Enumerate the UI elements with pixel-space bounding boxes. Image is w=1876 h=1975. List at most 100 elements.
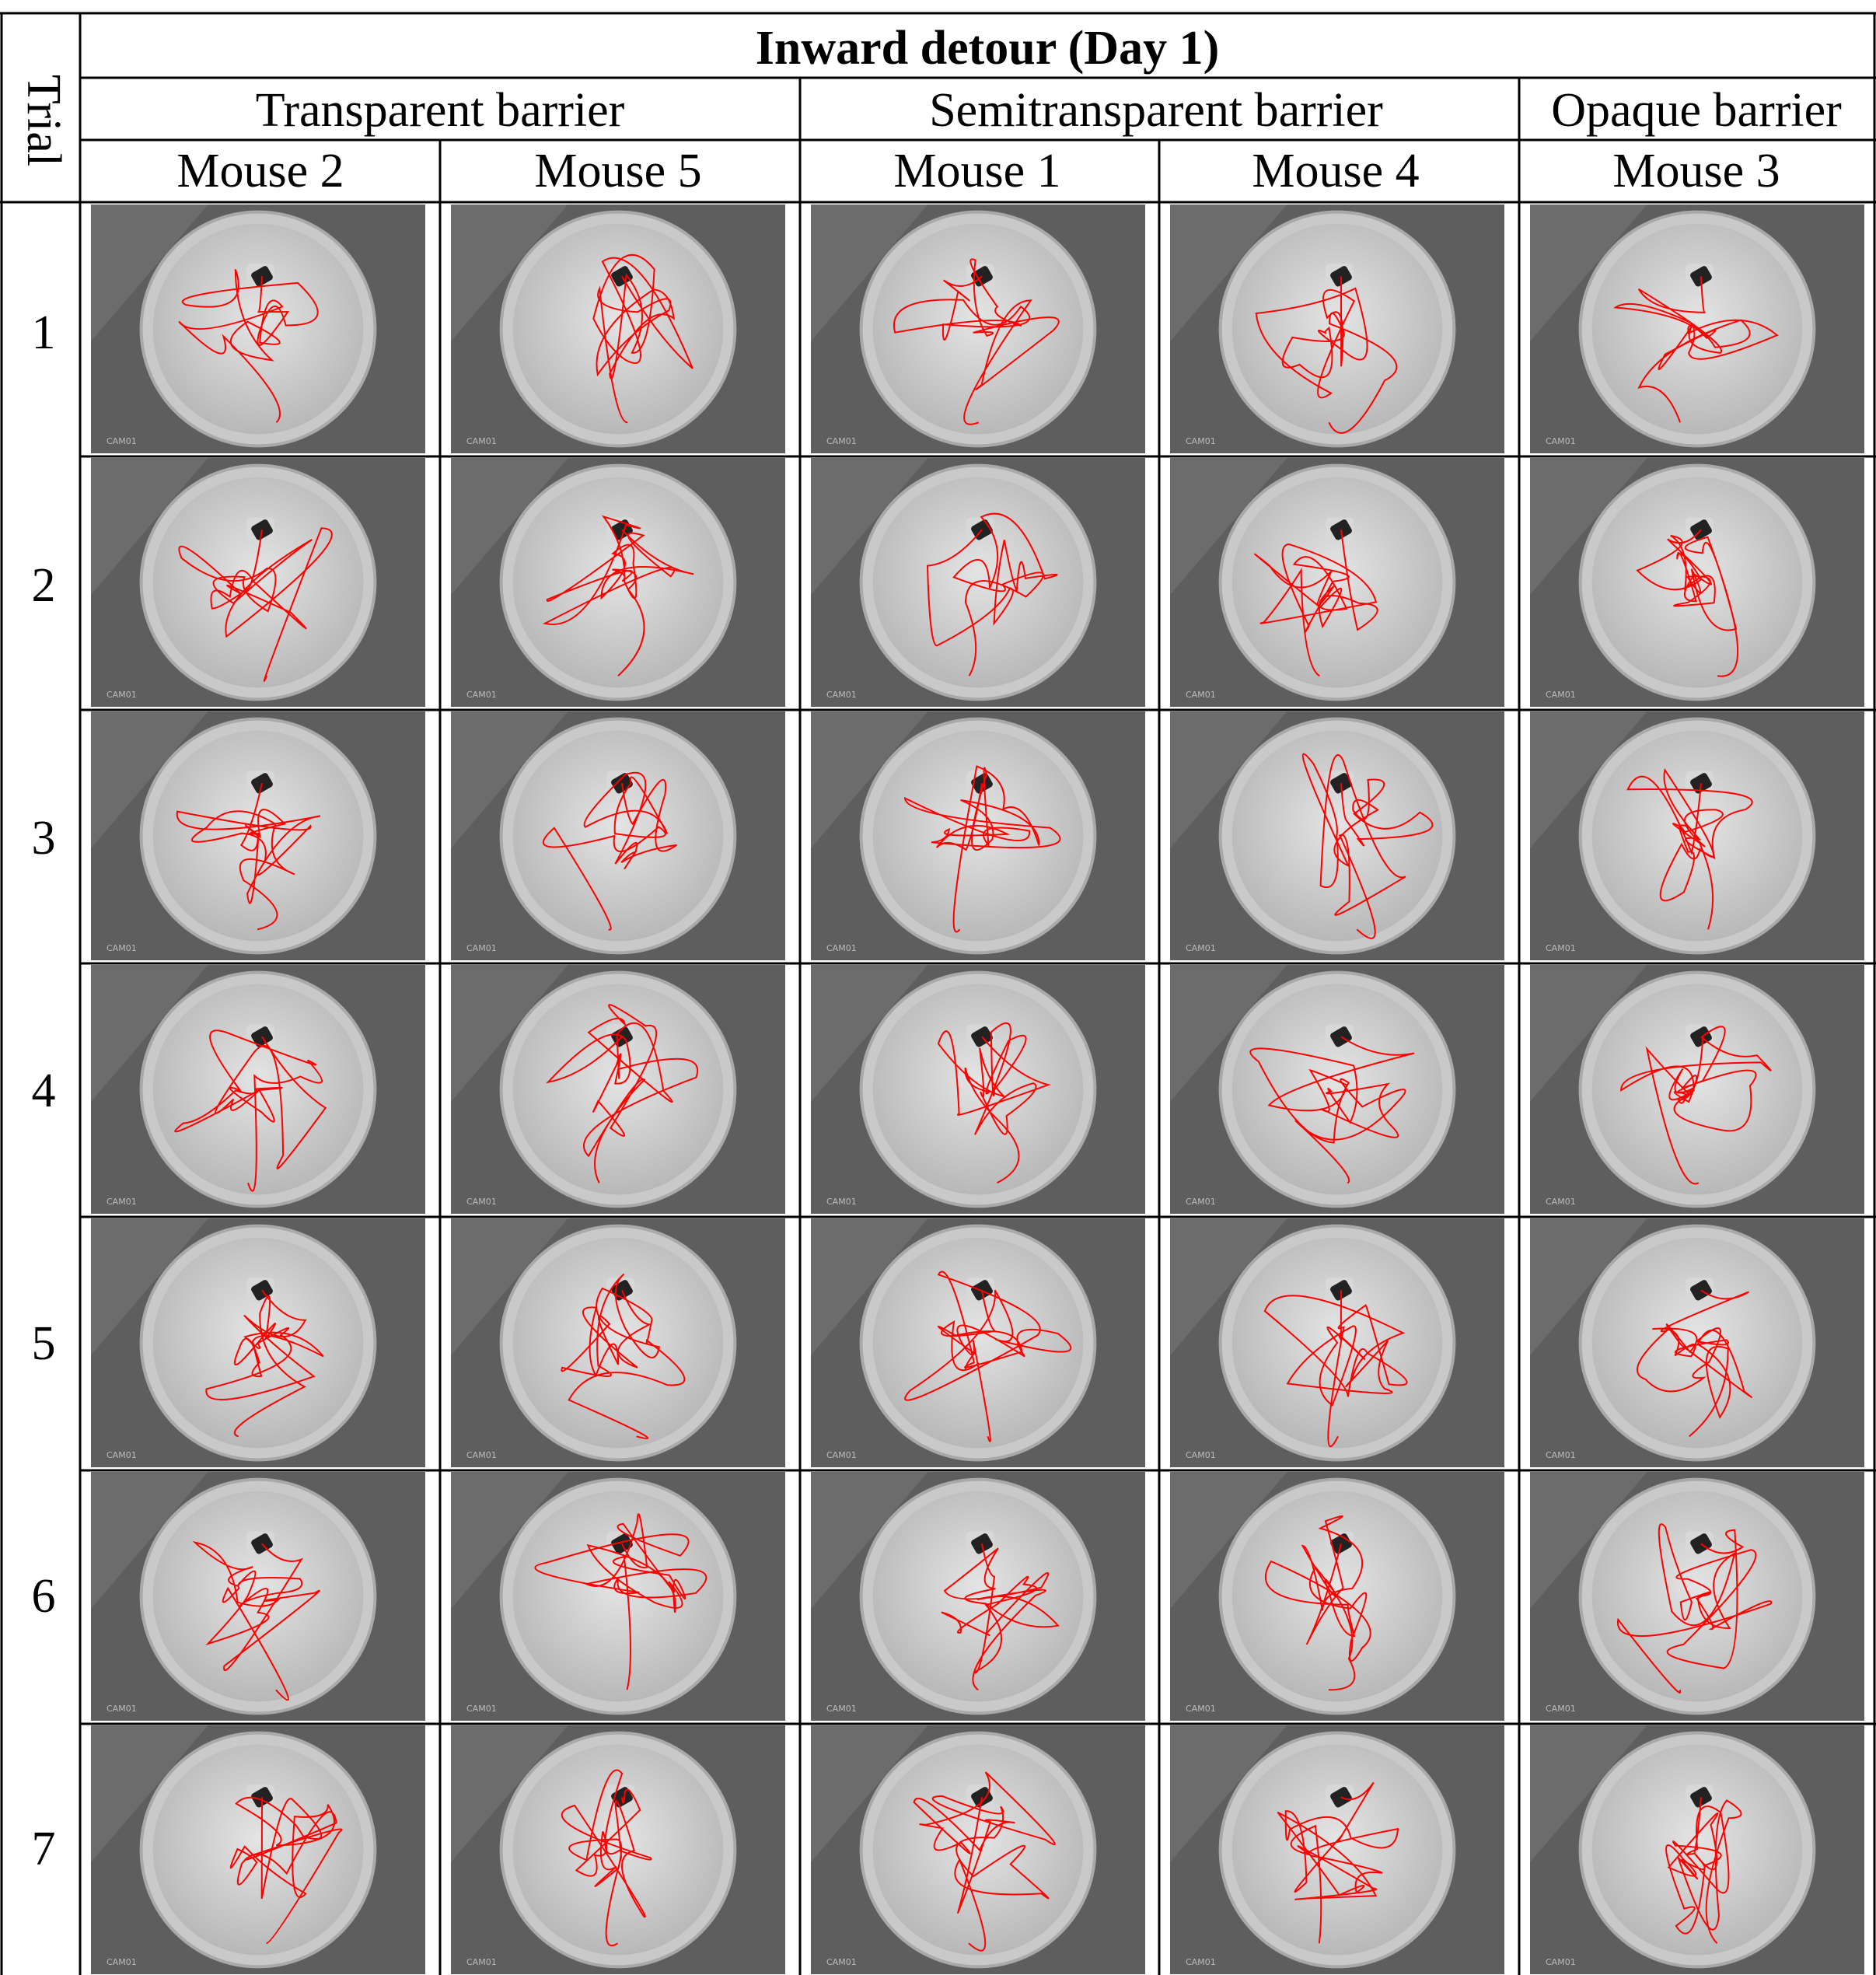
camera-label: CAM01	[466, 943, 497, 953]
camera-label: CAM01	[1546, 943, 1576, 953]
trajectory-image: CAM01	[811, 1725, 1145, 1974]
barrier-icon	[966, 1531, 994, 1557]
trajectory-path	[561, 1273, 686, 1439]
camera-label: CAM01	[466, 1450, 497, 1460]
camera-label: CAM01	[1546, 1197, 1576, 1207]
barrier-icon	[1686, 517, 1714, 543]
trajectory-image: CAM01	[1170, 711, 1504, 960]
trajectory-path	[592, 253, 693, 424]
barrier-icon	[1686, 771, 1714, 796]
mouse-header: Mouse 3	[1612, 145, 1780, 198]
trajectory-image: CAM01	[1170, 204, 1504, 453]
trajectory-image: CAM01	[811, 965, 1145, 1214]
trajectory-path	[903, 765, 1061, 933]
trajectory-path	[1626, 767, 1753, 930]
trajectory-path	[1254, 530, 1378, 677]
trajectory-image: CAM01	[91, 711, 425, 960]
trajectory-path	[178, 269, 319, 424]
trajectory-image: CAM01	[811, 458, 1145, 707]
barrier-header-semitransparent: Semitransparent barrier	[929, 84, 1383, 137]
trajectory-image: CAM01	[91, 1725, 425, 1974]
trajectory-image: CAM01	[1530, 458, 1864, 707]
camera-label: CAM01	[107, 1197, 137, 1207]
camera-label: CAM01	[826, 1450, 857, 1460]
camera-label: CAM01	[1186, 690, 1216, 700]
trajectory-image: CAM01	[451, 1725, 785, 1974]
camera-label: CAM01	[1546, 1704, 1576, 1714]
trajectory-image: CAM01	[91, 458, 425, 707]
camera-label: CAM01	[466, 1197, 497, 1207]
camera-label: CAM01	[1186, 1704, 1216, 1714]
trajectory-path	[1277, 1781, 1399, 1944]
trajectory-path	[1613, 276, 1779, 423]
camera-label: CAM01	[1186, 1450, 1216, 1460]
camera-label: CAM01	[107, 943, 137, 953]
barrier-icon	[246, 771, 274, 796]
trajectory-path	[1637, 1289, 1752, 1438]
trajectory-path	[893, 258, 1060, 425]
trajectory-image: CAM01	[811, 204, 1145, 453]
table-grid	[0, 12, 1876, 1975]
trial-label: 2	[32, 559, 56, 612]
barrier-icon	[1326, 1278, 1354, 1303]
barrier-icon	[1686, 264, 1714, 289]
camera-label: CAM01	[1546, 690, 1576, 700]
trial-label: 1	[32, 306, 56, 359]
trajectory-image: CAM01	[91, 1472, 425, 1721]
trajectory-image: CAM01	[451, 458, 785, 707]
trial-header: Trial	[17, 75, 70, 166]
trajectory-image: CAM01	[91, 965, 425, 1214]
camera-label: CAM01	[1546, 1957, 1576, 1967]
trajectory-image: CAM01	[1530, 965, 1864, 1214]
trajectory-image: CAM01	[451, 1472, 785, 1721]
camera-label: CAM01	[1186, 1957, 1216, 1967]
trajectory-path	[913, 1771, 1056, 1952]
barrier-icon	[966, 264, 994, 289]
camera-label: CAM01	[466, 690, 497, 700]
barrier-icon	[606, 1784, 634, 1810]
camera-label: CAM01	[107, 1450, 137, 1460]
barrier-icon	[606, 1024, 634, 1050]
trajectory-image: CAM01	[451, 204, 785, 453]
trajectory-image: CAM01	[91, 204, 425, 453]
barrier-icon	[1686, 1278, 1714, 1303]
trajectory-path	[205, 1289, 324, 1438]
trajectory-path	[904, 1271, 1072, 1442]
camera-label: CAM01	[466, 1704, 497, 1714]
camera-label: CAM01	[826, 690, 857, 700]
trajectory-path	[926, 512, 1058, 676]
trajectory-path	[561, 1769, 652, 1947]
trajectory-path	[546, 1004, 699, 1183]
trial-label: 4	[32, 1064, 56, 1117]
mouse-header: Mouse 2	[176, 145, 344, 198]
trial-label: 3	[32, 812, 56, 865]
camera-label: CAM01	[1186, 436, 1216, 446]
camera-label: CAM01	[826, 1704, 857, 1714]
camera-label: CAM01	[1186, 1197, 1216, 1207]
trajectory-image: CAM01	[1530, 711, 1864, 960]
trial-label: 5	[32, 1317, 56, 1370]
camera-label: CAM01	[826, 1197, 857, 1207]
trajectory-path	[543, 515, 694, 677]
trajectory-image: CAM01	[1530, 1218, 1864, 1467]
trajectory-image: CAM01	[451, 1218, 785, 1467]
trajectory-path	[1636, 529, 1739, 677]
barrier-header-transparent: Transparent barrier	[256, 84, 625, 137]
barrier-icon	[966, 771, 994, 796]
mouse-header: Mouse 5	[534, 145, 701, 198]
trial-label: 6	[32, 1570, 56, 1623]
trajectory-image: CAM01	[1170, 1472, 1504, 1721]
camera-label: CAM01	[826, 1957, 857, 1967]
camera-label: CAM01	[466, 1957, 497, 1967]
camera-label: CAM01	[107, 1704, 137, 1714]
barrier-icon	[1326, 1784, 1354, 1810]
trajectory-path	[1617, 1523, 1773, 1694]
trajectory-path	[176, 783, 320, 931]
barrier-header-opaque: Opaque barrier	[1551, 84, 1842, 137]
trajectory-image: CAM01	[811, 1218, 1145, 1467]
trajectory-path	[1665, 1797, 1742, 1945]
trajectory-path	[1255, 276, 1398, 434]
trajectory-image: CAM01	[1530, 1472, 1864, 1721]
trajectory-path	[192, 1541, 320, 1701]
